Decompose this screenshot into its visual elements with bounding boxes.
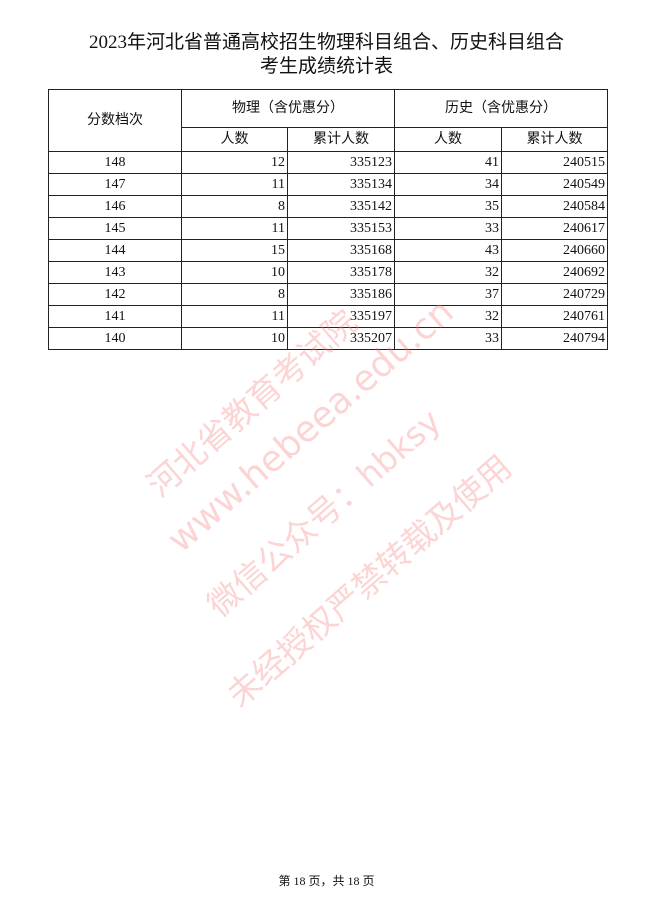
history-cumulative-cell: 240549 [501, 173, 608, 196]
physics-cumulative-cell: 335207 [287, 327, 395, 350]
score-cell: 142 [48, 283, 182, 306]
physics-cumulative-cell: 335123 [287, 151, 395, 174]
physics-count-cell: 11 [181, 305, 288, 328]
history-count-cell: 33 [394, 217, 502, 240]
title-line-2: 考生成绩统计表 [259, 56, 393, 77]
physics-cumulative-header: 累计人数 [287, 127, 395, 152]
table-row: 142 8 335186 37 240729 [48, 283, 608, 306]
history-count-cell: 33 [394, 327, 502, 350]
watermark-line: 微信公众号：hbksy [199, 401, 449, 625]
document-title: 2023年河北省普通高校招生物理科目组合、历史科目组合 考生成绩统计表 [0, 31, 653, 79]
physics-count-cell: 11 [181, 217, 288, 240]
watermark-line: 未经授权严禁转载及使用 [219, 447, 520, 715]
history-cumulative-cell: 240660 [501, 239, 608, 262]
history-cumulative-cell: 240617 [501, 217, 608, 240]
history-count-cell: 32 [394, 305, 502, 328]
score-cell: 140 [48, 327, 182, 350]
table-row: 141 11 335197 32 240761 [48, 305, 608, 328]
table-row: 145 11 335153 33 240617 [48, 217, 608, 240]
physics-cumulative-cell: 335186 [287, 283, 395, 306]
page-footer: 第 18 页，共 18 页 [278, 874, 375, 888]
physics-count-cell: 11 [181, 173, 288, 196]
score-cell: 144 [48, 239, 182, 262]
physics-count-cell: 8 [181, 195, 288, 218]
history-cumulative-cell: 240584 [501, 195, 608, 218]
history-count-cell: 43 [394, 239, 502, 262]
table-row: 147 11 335134 34 240549 [48, 173, 608, 196]
physics-count-cell: 8 [181, 283, 288, 306]
physics-cumulative-cell: 335168 [287, 239, 395, 262]
table-row: 143 10 335178 32 240692 [48, 261, 608, 284]
physics-count-header: 人数 [181, 127, 288, 152]
history-cumulative-cell: 240692 [501, 261, 608, 284]
physics-cumulative-cell: 335178 [287, 261, 395, 284]
physics-header: 物理（含优惠分） [181, 89, 395, 128]
score-cell: 148 [48, 151, 182, 174]
physics-count-cell: 12 [181, 151, 288, 174]
history-count-cell: 34 [394, 173, 502, 196]
table-row: 140 10 335207 33 240794 [48, 327, 608, 350]
history-count-cell: 41 [394, 151, 502, 174]
physics-cumulative-cell: 335197 [287, 305, 395, 328]
table-row: 146 8 335142 35 240584 [48, 195, 608, 218]
score-cell: 141 [48, 305, 182, 328]
physics-count-cell: 15 [181, 239, 288, 262]
history-count-cell: 37 [394, 283, 502, 306]
history-cumulative-cell: 240761 [501, 305, 608, 328]
title-line-1: 2023年河北省普通高校招生物理科目组合、历史科目组合 [88, 32, 564, 53]
table-row: 144 15 335168 43 240660 [48, 239, 608, 262]
history-count-header: 人数 [394, 127, 502, 152]
score-cell: 143 [48, 261, 182, 284]
history-cumulative-cell: 240794 [501, 327, 608, 350]
score-table: 分数档次 物理（含优惠分） 历史（含优惠分） 人数 累计人数 人数 累计人数 1… [48, 89, 608, 350]
history-count-cell: 35 [394, 195, 502, 218]
score-cell: 145 [48, 217, 182, 240]
physics-cumulative-cell: 335153 [287, 217, 395, 240]
score-cell: 147 [48, 173, 182, 196]
history-count-cell: 32 [394, 261, 502, 284]
history-cumulative-header: 累计人数 [501, 127, 608, 152]
physics-count-cell: 10 [181, 261, 288, 284]
physics-count-cell: 10 [181, 327, 288, 350]
physics-cumulative-cell: 335134 [287, 173, 395, 196]
score-header: 分数档次 [48, 89, 182, 152]
history-header: 历史（含优惠分） [394, 89, 608, 128]
physics-cumulative-cell: 335142 [287, 195, 395, 218]
history-cumulative-cell: 240515 [501, 151, 608, 174]
history-cumulative-cell: 240729 [501, 283, 608, 306]
table-row: 148 12 335123 41 240515 [48, 151, 608, 174]
score-cell: 146 [48, 195, 182, 218]
